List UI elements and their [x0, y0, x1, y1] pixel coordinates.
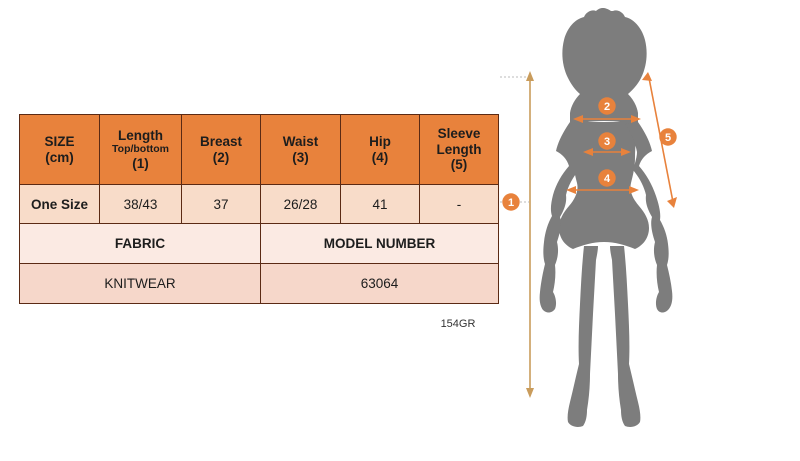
svg-text:3: 3	[604, 136, 610, 148]
svg-text:5: 5	[665, 132, 671, 144]
svg-text:4: 4	[604, 173, 611, 185]
svg-text:2: 2	[604, 101, 610, 113]
svg-text:1: 1	[508, 197, 514, 209]
